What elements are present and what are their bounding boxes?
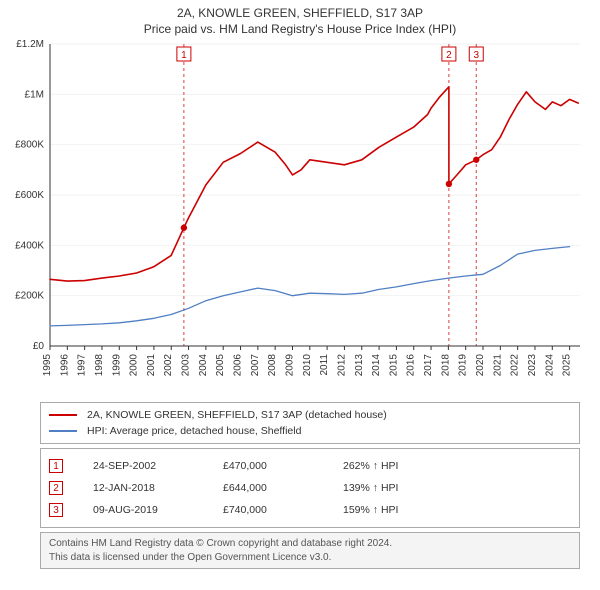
- event-badge: 2: [49, 481, 63, 495]
- x-tick-label: 2000: [129, 354, 140, 377]
- footer-line2: This data is licensed under the Open Gov…: [49, 551, 571, 565]
- event-marker-dot: [181, 225, 187, 231]
- x-tick-label: 2013: [354, 354, 365, 377]
- x-tick-label: 2007: [250, 354, 261, 377]
- event-delta: 139% ↑ HPI: [343, 482, 463, 494]
- x-tick-label: 1995: [42, 354, 53, 377]
- x-tick-label: 2025: [562, 354, 573, 377]
- event-price: £644,000: [223, 482, 343, 494]
- x-tick-label: 2020: [475, 354, 486, 377]
- event-date: 12-JAN-2018: [93, 482, 223, 494]
- event-delta: 159% ↑ HPI: [343, 504, 463, 516]
- y-tick-label: £400K: [15, 240, 44, 251]
- event-date: 24-SEP-2002: [93, 460, 223, 472]
- event-marker-dot: [473, 157, 479, 163]
- x-tick-label: 2006: [233, 354, 244, 377]
- y-tick-label: £200K: [15, 291, 44, 302]
- legend-box: 2A, KNOWLE GREEN, SHEFFIELD, S17 3AP (de…: [40, 402, 580, 444]
- legend-row: 2A, KNOWLE GREEN, SHEFFIELD, S17 3AP (de…: [49, 407, 571, 423]
- x-tick-label: 2010: [302, 354, 313, 377]
- x-tick-label: 2016: [406, 354, 417, 377]
- x-tick-label: 2012: [336, 354, 347, 377]
- x-tick-label: 2008: [267, 354, 278, 377]
- legend-row: HPI: Average price, detached house, Shef…: [49, 423, 571, 439]
- event-badge: 3: [49, 503, 63, 517]
- chart-area: £0 £200K £400K £600K £800K £1M £1.2M 1995 1996 19…: [0, 38, 600, 398]
- event-marker-dot: [446, 181, 452, 187]
- chart-title-line1: 2A, KNOWLE GREEN, SHEFFIELD, S17 3AP: [0, 6, 600, 20]
- x-tick-label: 2015: [388, 354, 399, 377]
- x-tick-label: 2021: [492, 354, 503, 377]
- x-tick-label: 1997: [77, 354, 88, 377]
- x-tick-label: 1996: [59, 354, 70, 377]
- event-price: £740,000: [223, 504, 343, 516]
- x-tick-label: 2002: [163, 354, 174, 377]
- x-tick-label: 2004: [198, 354, 209, 377]
- footer-line1: Contains HM Land Registry data © Crown c…: [49, 537, 571, 551]
- legend-swatch: [49, 430, 77, 432]
- event-row: 3 09-AUG-2019£740,000159% ↑ HPI: [49, 499, 571, 521]
- y-tick-label: £800K: [15, 140, 44, 151]
- x-tick-label: 2019: [458, 354, 469, 377]
- x-tick-label: 2003: [181, 354, 192, 377]
- legend-swatch: [49, 414, 77, 416]
- x-tick-label: 2009: [284, 354, 295, 377]
- legend-label: 2A, KNOWLE GREEN, SHEFFIELD, S17 3AP (de…: [87, 409, 387, 421]
- x-tick-label: 1999: [111, 354, 122, 377]
- event-row: 1 24-SEP-2002£470,000262% ↑ HPI: [49, 455, 571, 477]
- y-tick-label: £1M: [25, 89, 44, 100]
- event-price: £470,000: [223, 460, 343, 472]
- x-tick-label: 2014: [371, 354, 382, 377]
- event-delta: 262% ↑ HPI: [343, 460, 463, 472]
- x-tick-label: 1998: [94, 354, 105, 377]
- chart-title-line2: Price paid vs. HM Land Registry's House …: [0, 22, 600, 36]
- event-row: 2 12-JAN-2018£644,000139% ↑ HPI: [49, 477, 571, 499]
- y-tick-label: £1.2M: [16, 39, 44, 50]
- x-tick-label: 2018: [440, 354, 451, 377]
- event-marker-number: 3: [473, 50, 479, 61]
- y-tick-label: £600K: [15, 190, 44, 201]
- x-tick-label: 2011: [319, 354, 330, 376]
- events-table: 1 24-SEP-2002£470,000262% ↑ HPI 2 12-JAN-20…: [40, 448, 580, 528]
- chart-svg: £0 £200K £400K £600K £800K £1M £1.2M 1995 1996 19…: [0, 38, 600, 398]
- x-tick-label: 2024: [544, 354, 555, 377]
- event-marker-number: 1: [181, 50, 187, 61]
- event-marker-number: 2: [446, 50, 452, 61]
- event-badge: 1: [49, 459, 63, 473]
- footer-box: Contains HM Land Registry data © Crown c…: [40, 532, 580, 569]
- event-date: 09-AUG-2019: [93, 504, 223, 516]
- chart-title-block: 2A, KNOWLE GREEN, SHEFFIELD, S17 3AP Pri…: [0, 0, 600, 38]
- x-tick-label: 2023: [527, 354, 538, 377]
- x-tick-label: 2001: [146, 354, 157, 377]
- legend-label: HPI: Average price, detached house, Shef…: [87, 425, 301, 437]
- x-tick-label: 2017: [423, 354, 434, 377]
- x-tick-label: 2005: [215, 354, 226, 377]
- y-tick-label: £0: [33, 341, 45, 352]
- x-tick-label: 2022: [510, 354, 521, 377]
